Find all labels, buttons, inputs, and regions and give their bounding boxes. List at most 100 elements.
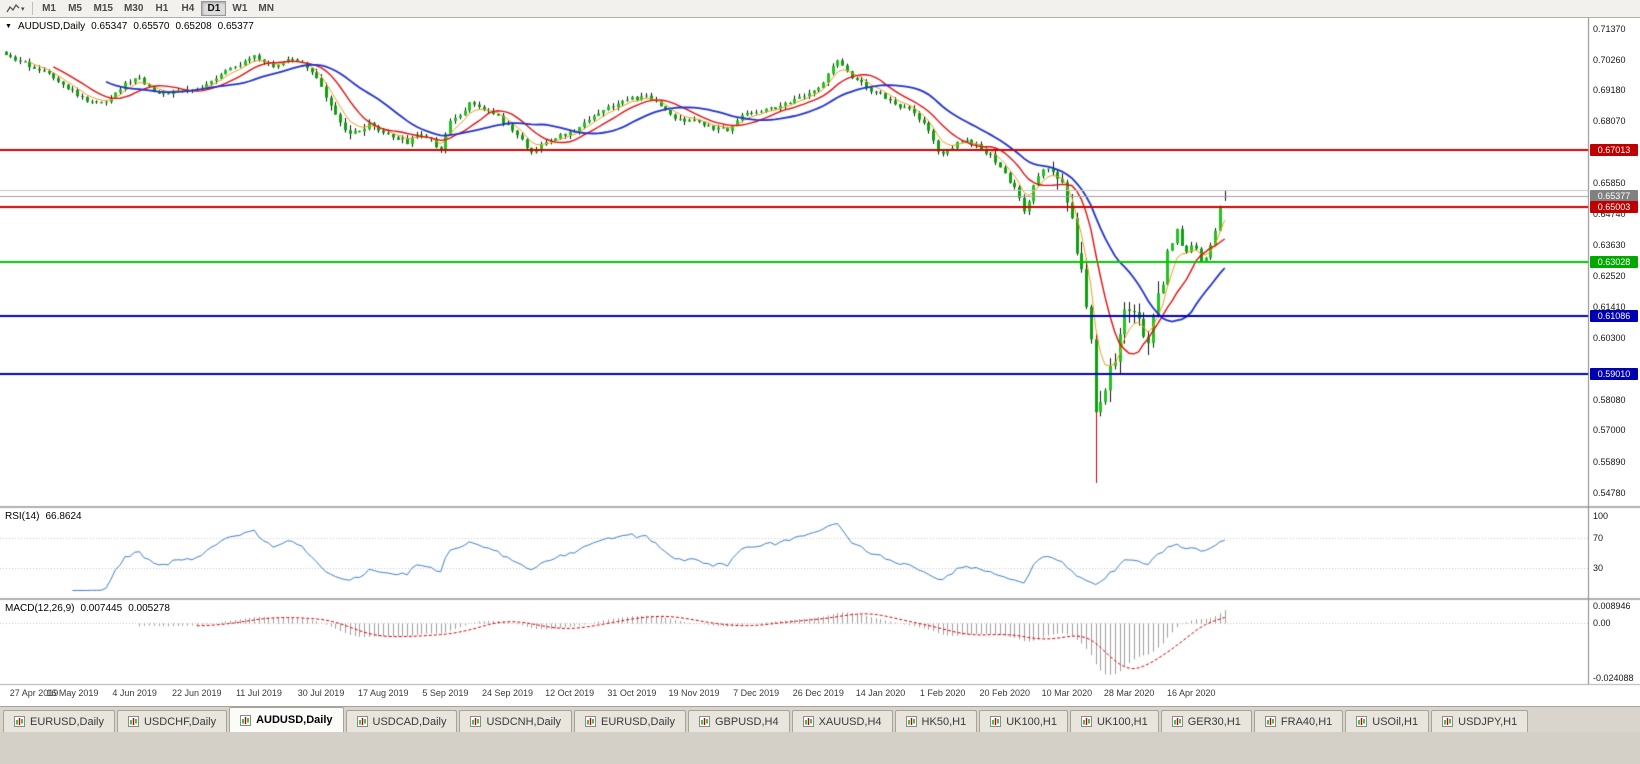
- tab-label: FRA40,H1: [1280, 715, 1333, 728]
- rsi-axis-label: 100: [1593, 510, 1609, 521]
- price-axis-label: 0.70260: [1593, 54, 1626, 65]
- time-axis-label: 7 Dec 2019: [733, 688, 780, 698]
- price-axis-label: 0.61410: [1593, 302, 1626, 313]
- time-axis-label: 24 Sep 2019: [482, 688, 534, 698]
- chart-icon: [356, 716, 368, 727]
- time-axis-label: 17 Aug 2019: [357, 688, 409, 698]
- tab-ger30-h1[interactable]: GER30,H1: [1160, 710, 1252, 732]
- timeframe-button-d1[interactable]: D1: [201, 1, 227, 16]
- price-axis-label: 0.62520: [1593, 271, 1626, 282]
- tab-gbpusd-h4[interactable]: GBPUSD,H4: [688, 710, 790, 732]
- price-line-tag[interactable]: 0.61086: [1590, 310, 1638, 322]
- tab-label: USDCNH,Daily: [486, 715, 562, 728]
- symbol-timeframe-label: AUDUSD,Daily: [17, 21, 86, 32]
- tab-fra40-h1[interactable]: FRA40,H1: [1253, 710, 1344, 732]
- macd-pane-header: MACD(12,26,9) 0.007445 0.005278: [5, 603, 170, 614]
- price-chart-canvas[interactable]: [0, 18, 1640, 706]
- price-line-tag[interactable]: 0.59010: [1590, 368, 1638, 380]
- time-axis-label: 10 Mar 2020: [1041, 688, 1093, 698]
- tab-label: USDCHF,Daily: [143, 715, 217, 728]
- tab-uk100-h1[interactable]: UK100,H1: [979, 710, 1068, 732]
- tab-label: USOil,H1: [1372, 715, 1419, 728]
- chart-pointer-icon[interactable]: ▾: [3, 1, 28, 16]
- collapse-triangle-icon[interactable]: ▼: [5, 22, 12, 30]
- open-value: 0.65347: [91, 21, 128, 32]
- time-axis-label: 19 Nov 2019: [668, 688, 720, 698]
- chart-icon: [240, 714, 252, 726]
- price-line-tag[interactable]: 0.63028: [1590, 256, 1638, 268]
- price-axis-label: 0.63630: [1593, 240, 1626, 251]
- chart-icon: [585, 716, 597, 727]
- rsi-label: RSI(14): [5, 511, 40, 522]
- price-axis-label: 0.58080: [1593, 395, 1626, 406]
- tab-usoil-h1[interactable]: USOil,H1: [1345, 710, 1430, 732]
- time-axis-label: 30 Jul 2019: [297, 688, 345, 698]
- price-line-tag[interactable]: 0.65377: [1590, 190, 1638, 202]
- rsi-axis-label: 30: [1593, 563, 1604, 573]
- close-value: 0.65377: [217, 21, 254, 32]
- chart-icon: [699, 716, 710, 727]
- time-axis-label: 5 Sep 2019: [422, 688, 469, 698]
- chart-icon: [1080, 716, 1092, 727]
- price-axis-label: 0.65850: [1593, 177, 1626, 188]
- timeframe-button-m5[interactable]: M5: [68, 3, 82, 14]
- tab-audusd-daily[interactable]: AUDUSD,Daily: [229, 707, 344, 732]
- macd-signal-value: 0.005278: [128, 603, 170, 614]
- macd-label: MACD(12,26,9): [5, 603, 75, 614]
- tab-uk100-h1[interactable]: UK100,H1: [1069, 710, 1159, 732]
- chart-tabs-bar: EURUSD,Daily USDCHF,Daily AUDUSD,Daily USDC…: [0, 706, 1640, 732]
- chart-icon: [905, 716, 917, 727]
- price-axis-label: 0.64740: [1593, 209, 1626, 220]
- toolbar-separator: [31, 2, 33, 15]
- price-axis-label: 0.60300: [1593, 333, 1626, 344]
- low-value: 0.65208: [175, 21, 212, 32]
- tab-eurusd-daily[interactable]: EURUSD,Daily: [3, 710, 115, 732]
- chart-icon: [1171, 716, 1183, 727]
- time-axis-label: 11 Jul 2019: [235, 688, 282, 698]
- timeframe-button-w1[interactable]: W1: [232, 3, 248, 14]
- timeframe-button-m15[interactable]: M15: [93, 3, 113, 14]
- tab-label: HK50,H1: [921, 715, 967, 728]
- rsi-value: 66.8624: [45, 511, 82, 522]
- time-axis-label: 1 Feb 2020: [919, 688, 966, 698]
- tab-label: EURUSD,Daily: [30, 715, 104, 728]
- chart-icon: [990, 716, 1002, 727]
- high-value: 0.65570: [133, 21, 170, 32]
- bottom-filler: [0, 732, 1640, 764]
- price-line-tag[interactable]: 0.67013: [1590, 144, 1638, 156]
- tab-hk50-h1[interactable]: HK50,H1: [894, 710, 978, 732]
- timeframe-button-mn[interactable]: MN: [258, 3, 274, 14]
- tab-usdcnh-daily[interactable]: USDCNH,Daily: [459, 710, 573, 732]
- timeframe-button-m1[interactable]: M1: [42, 3, 56, 14]
- tab-usdchf-daily[interactable]: USDCHF,Daily: [116, 710, 228, 732]
- timeframe-button-m30[interactable]: M30: [123, 3, 144, 14]
- chart-icon: [1264, 716, 1276, 727]
- chart-title-ohlc: ▼ AUDUSD,Daily 0.65347 0.65570 0.65208 0…: [5, 21, 254, 32]
- time-axis-label: 22 Jun 2019: [171, 688, 222, 698]
- macd-axis-label: 0.00: [1593, 618, 1611, 629]
- chart-icon: [127, 716, 139, 727]
- tab-label: GBPUSD,H4: [715, 715, 779, 728]
- rsi-axis-label: 70: [1593, 533, 1604, 543]
- timeframe-button-h1[interactable]: H1: [155, 3, 169, 14]
- tab-label: GER30,H1: [1187, 715, 1241, 728]
- time-axis-label: 14 Jan 2020: [855, 688, 906, 698]
- price-line-tag[interactable]: 0.65003: [1590, 201, 1638, 213]
- tab-label: UK100,H1: [1006, 715, 1057, 728]
- tab-label: EURUSD,Daily: [601, 715, 675, 728]
- chart-icon: [1442, 716, 1454, 727]
- tab-usdcad-daily[interactable]: USDCAD,Daily: [345, 710, 458, 732]
- tab-eurusd-daily[interactable]: EURUSD,Daily: [574, 710, 686, 732]
- time-axis-label: 4 Jun 2019: [112, 688, 157, 698]
- macd-axis-label: 0.008946: [1593, 601, 1631, 611]
- timeframe-button-h4[interactable]: H4: [181, 3, 195, 14]
- time-axis-label: 26 Dec 2019: [792, 688, 844, 698]
- tab-usdjpy-h1[interactable]: USDJPY,H1: [1431, 710, 1529, 732]
- tab-label: USDCAD,Daily: [372, 715, 447, 728]
- tab-xauusd-h4[interactable]: XAUUSD,H4: [791, 710, 893, 732]
- time-axis-label: 12 Oct 2019: [545, 688, 595, 698]
- timeframe-buttons: M1 M5 M15 M30 H1 H4 D1 W1 MN: [37, 1, 279, 16]
- time-axis-label: 16 May 2019: [46, 688, 99, 698]
- chevron-down-icon: ▾: [21, 5, 25, 13]
